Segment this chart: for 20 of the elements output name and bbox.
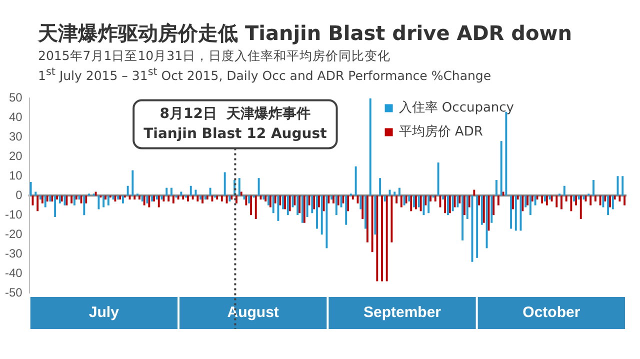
y-tick-label: -20	[5, 226, 23, 241]
y-tick-label: 30	[8, 129, 23, 144]
legend-label: 平均房价 ADR	[398, 124, 483, 140]
text: July	[88, 304, 120, 322]
text: August	[227, 304, 279, 322]
legend-label: 入住率 Occupancy	[398, 100, 514, 116]
y-tick-label: 40	[8, 110, 23, 124]
text: September	[363, 304, 442, 322]
y-tick-label: 20	[8, 148, 23, 163]
annotation: 8月12日 天津爆炸事件 Tianjin Blast 12 August	[144, 106, 328, 142]
y-tick-label: -40	[5, 266, 23, 280]
chart-title: 天津爆炸驱动房价走低 Tianjin Blast drive ADR down	[38, 20, 572, 47]
y-tick-label: -10	[5, 207, 23, 222]
y-tick-label: 10	[8, 168, 23, 182]
y-tick-label: 0	[16, 188, 23, 202]
y-tick-label: -50	[5, 285, 23, 300]
chart-subtitle: 2015年7月1日至10月31日，日度入住率和平均房价同比变化 1$^{st}$ July 2015 – 31$^{st}$ Oct 2015, Daily Occ and ADR Performance %Change	[38, 48, 492, 84]
y-tick-label: 50	[8, 90, 23, 105]
text: October	[522, 304, 580, 322]
y-tick-label: -30	[5, 246, 23, 260]
